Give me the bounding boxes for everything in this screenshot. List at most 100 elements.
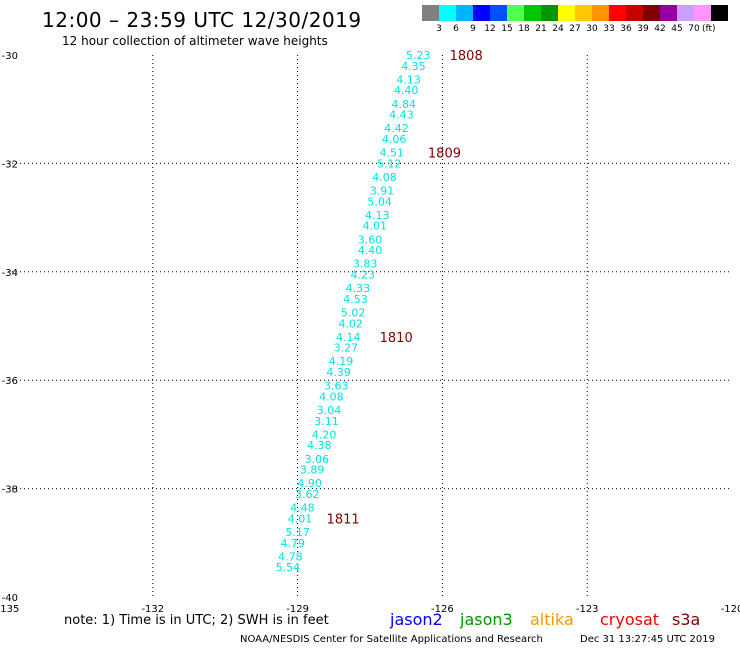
swh-value: 4.90: [297, 477, 322, 490]
swh-value: 4.06: [382, 133, 407, 146]
swh-value: 3.89: [300, 464, 325, 477]
legend-tick-label: 33: [603, 24, 615, 34]
legend-tick-label: 9: [470, 24, 476, 34]
lat-tick-label: -32: [2, 159, 18, 170]
pass-time-label: 1808: [450, 49, 483, 64]
legend-swatch: [456, 5, 473, 21]
swh-value: 4.23: [351, 269, 376, 282]
footer-timestamp: Dec 31 13:27:45 UTC 2019: [580, 634, 715, 645]
swh-value: 4.01: [288, 512, 313, 525]
swh-value: 4.38: [307, 439, 332, 452]
swh-value: 4.79: [281, 537, 306, 550]
legend-swatch: [490, 5, 507, 21]
legend-tick-label: 27: [569, 24, 581, 34]
legend-tick-label: 30: [586, 24, 598, 34]
swh-value: 5.23: [406, 49, 431, 62]
satellite-label-s3a: s3a: [672, 610, 701, 629]
swh-value: 4.42: [384, 122, 409, 135]
pass-time-label: 1809: [428, 147, 461, 162]
swh-value: 3.60: [358, 233, 383, 246]
swh-value: 4.08: [319, 390, 344, 403]
swh-value: 5.12: [377, 157, 402, 170]
legend-tick-label: 15: [501, 24, 513, 34]
lon-tick-label: -132: [141, 604, 164, 615]
legend-swatch: [677, 5, 694, 21]
swh-value: 4.78: [278, 550, 303, 563]
legend-swatch: [439, 5, 456, 21]
legend-swatch: [473, 5, 490, 21]
swh-value: 4.14: [336, 331, 361, 344]
legend-unit: (ft): [702, 24, 716, 34]
lat-tick-label: -40: [2, 593, 18, 604]
lon-tick-label: -120: [721, 604, 740, 615]
swh-value: 4.40: [394, 84, 419, 97]
lat-tick-label: -30: [2, 51, 18, 62]
legend-tick-label: 12: [484, 24, 496, 34]
page-title: 12:00 – 23:59 UTC 12/30/2019: [42, 8, 362, 32]
swh-value: 4.84: [392, 98, 417, 111]
satellite-label-jason2: jason2: [390, 610, 443, 629]
legend-tick-label: 45: [671, 24, 683, 34]
legend-tick-label: 42: [654, 24, 666, 34]
swh-value: 5.04: [367, 195, 392, 208]
swh-value: 3.04: [317, 404, 342, 417]
legend-tick-label: 3: [436, 24, 442, 34]
lon-tick-label: -129: [286, 604, 309, 615]
legend-swatch: [575, 5, 592, 21]
swh-value: 4.13: [365, 209, 390, 222]
legend-swatch: [558, 5, 575, 21]
lat-tick-label: -34: [2, 268, 18, 279]
legend-tick-label: 70: [688, 24, 700, 34]
swh-value: 5.54: [276, 561, 301, 574]
swh-value: 4.51: [379, 147, 404, 160]
legend-swatch: [592, 5, 609, 21]
legend-swatch: [626, 5, 643, 21]
swh-value: 5.02: [341, 306, 366, 319]
swh-value: 4.33: [346, 282, 371, 295]
legend-tick-label: 24: [552, 24, 564, 34]
lat-tick-label: -38: [2, 485, 18, 496]
satellite-label-altika: altika: [530, 610, 574, 629]
footer-credit: NOAA/NESDIS Center for Satellite Applica…: [240, 634, 543, 645]
legend-swatch: [711, 5, 728, 21]
swh-value: 3.63: [324, 380, 349, 393]
legend-tick-label: 21: [535, 24, 547, 34]
legend-swatch: [422, 5, 439, 21]
swh-value: 3.62: [295, 488, 320, 501]
swh-value: 4.20: [312, 428, 337, 441]
swh-value: 4.53: [343, 293, 368, 306]
legend-tick-label: 18: [518, 24, 530, 34]
lon-tick-label: -126: [431, 604, 454, 615]
swh-value: 3.83: [353, 258, 378, 271]
lat-tick-label: -36: [2, 376, 18, 387]
legend-swatch: [507, 5, 524, 21]
legend-swatch: [660, 5, 677, 21]
swh-value: 4.43: [389, 109, 414, 122]
swh-value: 3.91: [370, 185, 395, 198]
color-legend: 3 6 9 12 15 18 21 24 27 30 33 36 39 42 45 70 (ft): [422, 5, 728, 35]
legend-tick-label: 39: [637, 24, 649, 34]
swh-value: 4.39: [326, 366, 351, 379]
swh-value: 3.27: [334, 342, 359, 355]
legend-swatch: [643, 5, 660, 21]
legend-swatch: [541, 5, 558, 21]
swh-value: 4.08: [372, 171, 397, 184]
lon-tick-label: -135: [0, 604, 19, 615]
satellite-label-cryosat: cryosat: [600, 610, 660, 629]
pass-time-label: 1811: [327, 512, 360, 527]
pass-time-label: 1810: [380, 331, 413, 346]
note-text: note: 1) Time is in UTC; 2) SWH is in fe…: [64, 613, 329, 628]
legend-swatch: [694, 5, 711, 21]
lon-tick-label: -123: [576, 604, 599, 615]
swh-value: 4.48: [290, 502, 315, 515]
swh-value: 4.40: [358, 244, 383, 257]
swh-value: 4.02: [338, 317, 363, 330]
legend-swatch: [609, 5, 626, 21]
swh-value: 3.06: [305, 453, 330, 466]
legend-tick-label: 36: [620, 24, 632, 34]
swh-value: 4.35: [401, 60, 426, 73]
swh-value: 4.13: [396, 73, 421, 86]
page-subtitle: 12 hour collection of altimeter wave hei…: [62, 34, 328, 48]
swh-value: 4.01: [363, 220, 388, 233]
